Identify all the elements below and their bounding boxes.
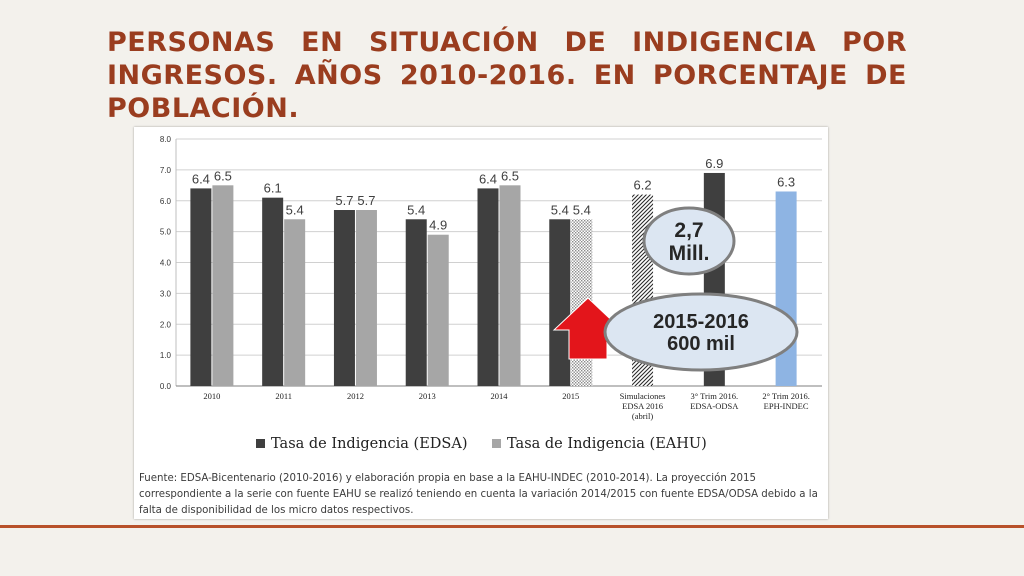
bar-eahu [355,210,377,386]
x-tick-label: 2011 [275,391,292,401]
y-tick-label: 3.0 [160,289,172,298]
bar-value-label: 5.4 [551,202,569,217]
x-tick-label: 2010 [203,391,220,401]
y-tick-label: 2.0 [160,320,172,329]
x-tick-label: 2012 [347,391,364,401]
source-note: Fuente: EDSA-Bicentenario (2010-2016) y … [139,473,818,516]
bar-eph [775,191,797,386]
bar-value-label: 5.4 [286,202,304,217]
bar-value-label: 6.5 [214,168,232,183]
bar-value-label: 5.7 [335,193,353,208]
bar-value-label: 4.9 [429,218,447,233]
bar-value-label: 6.1 [264,181,282,196]
y-tick-label: 6.0 [160,197,172,206]
callout-bubble [603,292,799,372]
x-tick-label: 2° Trim 2016. EPH-INDEC [762,391,810,411]
x-tick-label: Simulaciones EDSA 2016 (abril) [620,391,666,421]
bar-value-label: 6.2 [634,178,652,193]
y-tick-label: 5.0 [160,228,172,237]
bar-eahu [427,234,449,386]
bottom-rule [0,525,1024,528]
y-tick-label: 1.0 [160,351,172,360]
bar-edsa [190,188,212,386]
x-tick-label: 2013 [419,391,436,401]
bar-edsa [477,188,499,386]
bar-edsa [549,219,571,386]
y-tick-label: 7.0 [160,166,172,175]
bar-value-label: 6.4 [192,171,210,186]
red-up-arrow-icon [552,297,624,360]
indigence-bar-chart: 0.0 1.0 2.0 3.0 4.0 5.0 6.0 7.0 8.0 6.4 6.5 6.1 5.4… [160,135,822,452]
x-tick-label: 2015 [562,391,579,401]
bar-edsa [333,210,355,386]
y-tick-label: 4.0 [160,259,172,268]
callout-text: 2,7 Mill. [669,219,710,265]
legend-label: Tasa de Indigencia (EAHU) [507,436,707,452]
bar-value-label: 6.4 [479,171,497,186]
legend-swatch [492,439,501,448]
bar-value-label: 6.3 [777,174,795,189]
bar-value-label: 5.4 [573,202,591,217]
callout-text: 2015-2016 600 mil [653,311,749,355]
legend-swatch [256,439,265,448]
bar-value-label: 5.4 [407,202,425,217]
chart-figure: 0.0 1.0 2.0 3.0 4.0 5.0 6.0 7.0 8.0 6.4 6.5 6.1 5.4… [134,127,828,519]
bar-eahu [284,219,306,386]
x-tick-label: 2014 [491,391,509,401]
bar-value-label: 6.5 [501,168,519,183]
bar-value-label: 5.7 [357,193,375,208]
bar-eahu [212,185,234,386]
bar-value-label: 6.9 [705,156,723,171]
x-tick-label: 3° Trim 2016. EDSA-ODSA [690,391,739,411]
bar-eahu [499,185,521,386]
y-tick-label: 8.0 [160,135,172,144]
callout-bubble [642,206,736,276]
y-tick-label: 0.0 [160,382,172,391]
bar-edsa [405,219,427,386]
bar-edsa [262,197,284,386]
slide-title: Personas en situación de indigencia por … [107,27,907,124]
legend-label: Tasa de Indigencia (EDSA) [271,436,468,452]
